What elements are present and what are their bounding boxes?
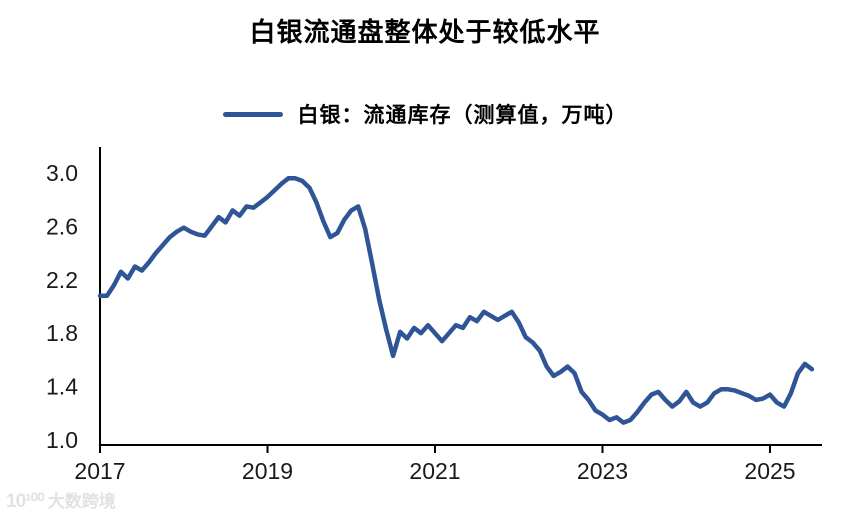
chart-title: 白银流通盘整体处于较低水平 xyxy=(249,18,601,47)
x-tick-label: 2019 xyxy=(242,458,293,484)
legend: 白银：流通库存（测算值，万吨） xyxy=(0,99,850,129)
y-tick-label: 1.4 xyxy=(46,374,78,400)
watermark: 10¹⁰⁰ 大数跨境 xyxy=(6,487,116,513)
y-tick-label: 2.6 xyxy=(46,213,78,239)
legend-line-icon xyxy=(222,111,283,117)
legend-label: 白银：流通库存（测算值，万吨） xyxy=(297,103,628,127)
y-tick-label: 2.2 xyxy=(46,267,78,293)
x-tick-label: 2017 xyxy=(74,458,125,484)
y-tick-label: 1.0 xyxy=(46,427,78,453)
y-tick-label: 1.8 xyxy=(46,320,78,346)
x-tick-label: 2023 xyxy=(577,458,628,484)
watermark-text: 大数跨境 xyxy=(47,492,116,511)
x-tick-label: 2025 xyxy=(744,458,795,484)
series-line xyxy=(97,176,815,425)
googol-logo-icon: 10¹⁰⁰ xyxy=(6,491,45,512)
y-tick-label: 3.0 xyxy=(46,160,78,186)
x-tick-label: 2021 xyxy=(409,458,460,484)
